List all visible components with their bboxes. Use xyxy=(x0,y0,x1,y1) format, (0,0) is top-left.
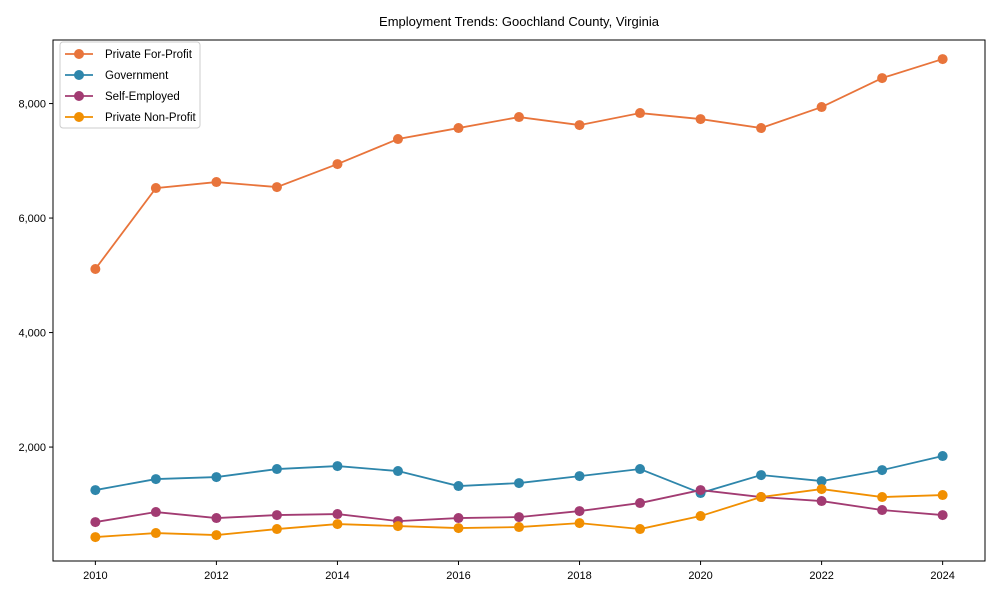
data-point xyxy=(635,108,646,119)
legend-item: Self-Employed xyxy=(65,91,180,103)
data-point xyxy=(90,517,101,528)
data-point xyxy=(271,182,282,193)
data-point xyxy=(392,134,403,145)
data-point xyxy=(816,496,827,507)
x-tick-label: 2020 xyxy=(688,570,712,582)
data-point xyxy=(514,512,524,523)
data-point xyxy=(635,464,646,475)
data-point xyxy=(756,470,767,481)
data-point xyxy=(211,177,222,188)
x-tick-label: 2014 xyxy=(325,570,349,582)
legend-marker-icon xyxy=(74,49,84,59)
data-point xyxy=(574,471,585,482)
data-point xyxy=(332,519,343,530)
data-point xyxy=(756,492,767,503)
series-line xyxy=(94,58,943,270)
series-private-non-profit xyxy=(90,484,948,543)
data-point xyxy=(392,521,403,532)
data-point xyxy=(877,505,888,516)
data-point xyxy=(937,54,948,65)
plot-frame xyxy=(52,39,986,562)
x-tick-label: 2010 xyxy=(83,570,107,582)
data-point xyxy=(90,485,101,496)
data-point xyxy=(695,511,706,522)
data-point xyxy=(453,123,464,134)
y-tick-label: 6,000 xyxy=(18,213,46,225)
legend-label: Self-Employed xyxy=(105,91,180,103)
data-point xyxy=(332,461,343,472)
data-point xyxy=(211,513,222,524)
data-point xyxy=(816,102,827,113)
data-point xyxy=(574,518,585,529)
data-point xyxy=(635,498,646,509)
data-point xyxy=(392,466,403,477)
data-point xyxy=(937,451,948,462)
x-tick-label: 2018 xyxy=(567,570,591,582)
data-point xyxy=(453,523,464,534)
data-point xyxy=(695,485,706,496)
series-private-for-profit xyxy=(90,54,948,275)
data-point xyxy=(514,478,524,489)
data-point xyxy=(332,159,343,170)
data-point xyxy=(816,476,827,487)
data-point xyxy=(211,530,222,541)
data-point xyxy=(90,264,101,275)
legend-item: Government xyxy=(65,70,169,82)
data-point xyxy=(90,532,101,543)
legend-label: Private Non-Profit xyxy=(105,112,197,124)
data-point xyxy=(332,509,343,520)
legend-box xyxy=(59,41,201,129)
data-point xyxy=(150,474,161,485)
data-point xyxy=(271,524,282,535)
data-point xyxy=(514,522,524,533)
chart-title: Employment Trends: Goochland County, Vir… xyxy=(379,14,660,29)
data-point xyxy=(877,73,888,84)
data-point xyxy=(453,513,464,524)
x-tick-label: 2024 xyxy=(930,570,954,582)
legend-item: Private Non-Profit xyxy=(65,112,197,124)
legend-item: Private For-Profit xyxy=(65,49,193,61)
legend: Private For-Profit Government Self-Employe… xyxy=(59,41,201,129)
data-point xyxy=(574,120,585,131)
data-point xyxy=(150,507,161,518)
data-point xyxy=(695,114,706,125)
data-point xyxy=(574,506,585,517)
data-point xyxy=(150,183,161,194)
x-tick-label: 2012 xyxy=(204,570,228,582)
series-government xyxy=(90,451,948,499)
data-point xyxy=(816,484,827,495)
x-tick-label: 2016 xyxy=(446,570,470,582)
data-point xyxy=(150,528,161,539)
legend-label: Government xyxy=(105,70,169,82)
y-tick-label: 8,000 xyxy=(18,99,46,111)
data-point xyxy=(756,123,767,134)
y-tick-label: 2,000 xyxy=(18,442,46,454)
data-point xyxy=(635,524,646,535)
y-tick-label: 4,000 xyxy=(18,328,46,340)
data-point xyxy=(937,490,948,501)
data-point xyxy=(211,472,222,483)
data-point xyxy=(271,510,282,521)
data-point xyxy=(514,112,524,123)
data-point xyxy=(937,510,948,521)
data-point xyxy=(453,481,464,492)
legend-marker-icon xyxy=(74,112,84,122)
x-tick-label: 2022 xyxy=(809,570,833,582)
legend-label: Private For-Profit xyxy=(105,49,193,61)
data-point xyxy=(271,464,282,475)
legend-marker-icon xyxy=(74,91,84,101)
data-point xyxy=(877,465,888,476)
legend-marker-icon xyxy=(74,70,84,80)
data-point xyxy=(877,492,888,503)
